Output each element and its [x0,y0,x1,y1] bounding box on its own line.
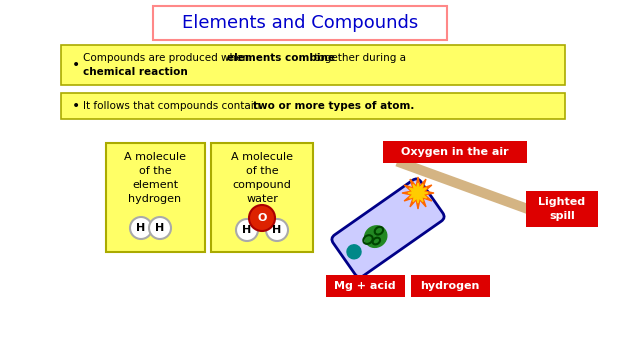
Text: It follows that compounds contain: It follows that compounds contain [83,101,264,111]
Text: O: O [257,213,267,223]
FancyBboxPatch shape [529,191,548,220]
FancyBboxPatch shape [61,45,565,85]
Text: chemical reaction: chemical reaction [83,67,188,77]
Ellipse shape [365,226,387,247]
FancyBboxPatch shape [153,6,447,40]
FancyBboxPatch shape [383,141,527,163]
FancyBboxPatch shape [326,275,405,297]
FancyBboxPatch shape [411,275,490,297]
FancyBboxPatch shape [211,143,313,252]
Text: elements combine: elements combine [227,53,335,63]
Polygon shape [408,183,428,203]
Text: Compounds are produced when: Compounds are produced when [83,53,252,63]
Text: A molecule
of the
element
hydrogen: A molecule of the element hydrogen [124,152,186,204]
Text: hydrogen: hydrogen [420,281,480,291]
FancyBboxPatch shape [332,179,444,277]
FancyBboxPatch shape [106,143,205,252]
Circle shape [236,219,258,241]
FancyBboxPatch shape [396,157,545,219]
Text: H: H [273,225,282,235]
Text: H: H [136,223,146,233]
Text: H: H [156,223,164,233]
Text: •: • [72,99,80,113]
Polygon shape [402,177,434,209]
Text: Mg + acid: Mg + acid [334,281,396,291]
Text: A molecule
of the
compound
water: A molecule of the compound water [231,152,293,204]
Text: •: • [72,58,80,72]
Circle shape [266,219,288,241]
FancyBboxPatch shape [61,93,565,119]
Ellipse shape [347,245,361,259]
Circle shape [249,205,275,231]
Circle shape [130,217,152,239]
Text: Elements and Compounds: Elements and Compounds [182,14,418,32]
Text: Oxygen in the air: Oxygen in the air [401,147,509,157]
Text: Lighted
spill: Lighted spill [538,197,586,221]
Text: two or more types of atom.: two or more types of atom. [253,101,414,111]
Text: together during a: together during a [311,53,406,63]
Circle shape [149,217,171,239]
Text: H: H [243,225,252,235]
FancyBboxPatch shape [526,191,598,227]
